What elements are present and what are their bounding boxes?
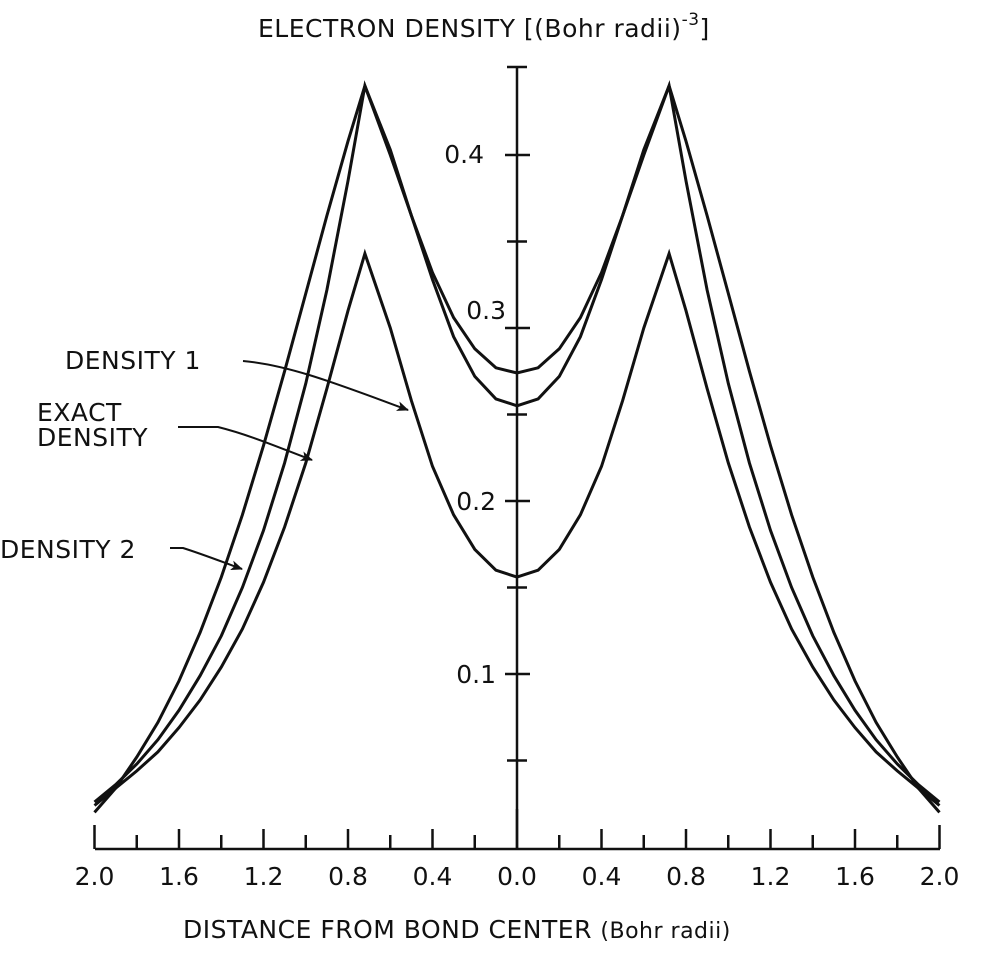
x-tick-label: 2.0 [919,862,960,891]
x-tick-label: 0.0 [497,862,537,891]
x-tick-label: 1.2 [243,862,284,891]
x-tick-label: 0.4 [581,862,622,891]
y-axis-title-close: ] [699,14,710,43]
x-axis-title-main: DISTANCE FROM BOND CENTER [183,915,592,944]
density1-arrow [242,360,409,411]
y-tick-label-0.2: 0.2 [456,487,496,516]
y-ticks [505,153,530,762]
x-tick-label: 1.2 [750,862,791,891]
exact-density-label-line1: EXACT [37,398,122,427]
x-tick-label: 0.8 [666,862,706,891]
y-axis-title: ELECTRON DENSITY [(Bohr radii)-3] [258,10,710,43]
density1-label: DENSITY 1 [65,346,201,375]
curve-density-1 [93,248,941,807]
x-tick-label: 2.0 [74,862,115,891]
exact-density-arrow [178,426,313,461]
x-axis-title: DISTANCE FROM BOND CENTER (Bohr radii) [183,915,731,944]
y-tick-label-0.3: 0.3 [466,296,506,325]
x-tick-label: 0.8 [328,862,368,891]
x-tick-label: 1.6 [835,862,875,891]
x-ticks [93,809,941,849]
y-axis-title-exponent: -3 [681,10,700,30]
x-tick-label: 1.6 [159,862,199,891]
y-axis-title-main: ELECTRON DENSITY [(Bohr radii) [258,14,682,43]
curves [93,80,941,814]
exact-density-label-line2: DENSITY [37,423,149,452]
exact-density-label: EXACT DENSITY [37,400,148,450]
x-tick-label: 0.4 [412,862,453,891]
y-tick-label-0.1: 0.1 [456,660,496,689]
x-axis-title-unit: (Bohr radii) [600,919,731,944]
curve-density-2 [93,81,941,814]
density2-label: DENSITY 2 [0,535,136,564]
density2-arrow [170,547,243,571]
y-tick-label-0.4: 0.4 [444,140,484,169]
curve-exact-density [93,80,941,804]
